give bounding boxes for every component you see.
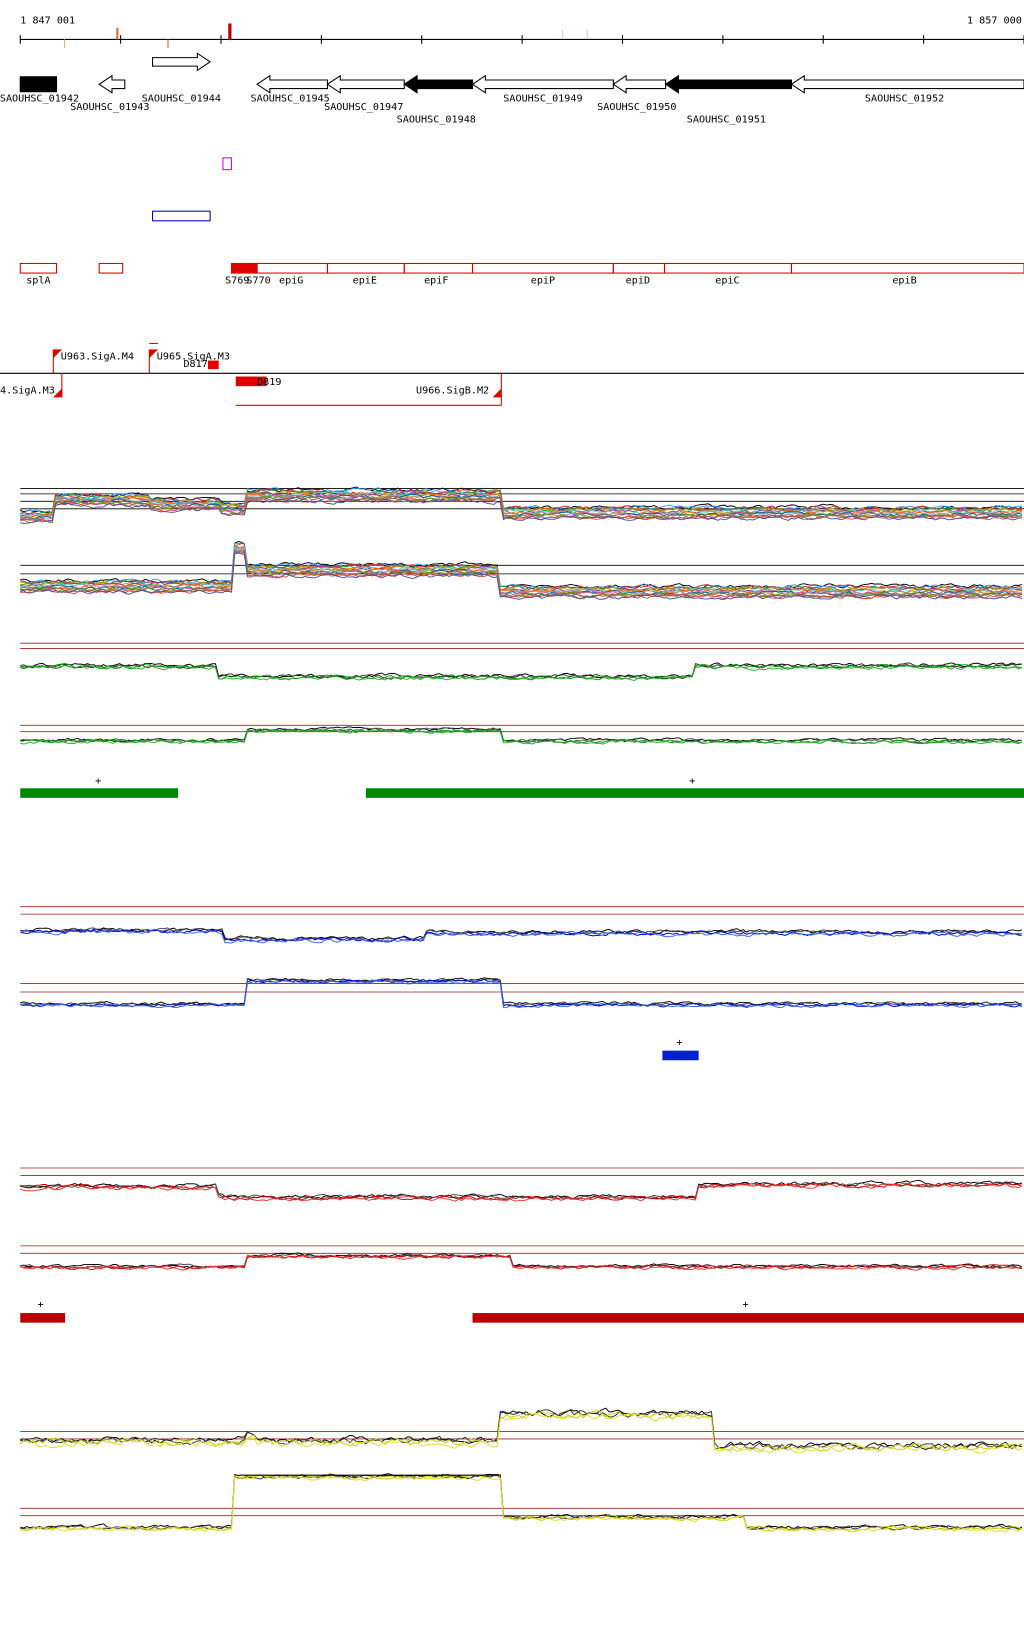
feature: [19, 262, 58, 274]
strand-mark: +: [676, 1037, 682, 1048]
feature-label: splA: [26, 276, 50, 287]
feature-label: S770: [246, 276, 270, 287]
transcript-label: U966.SigB.M2: [416, 386, 489, 397]
signal-line: [20, 662, 1022, 680]
gene: [256, 74, 328, 94]
gene-label: SAOUHSC_01943: [70, 102, 149, 113]
feature-label: epiC: [715, 276, 739, 287]
gene: [790, 74, 1024, 94]
marker: [64, 39, 66, 48]
feature-label: epiD: [626, 276, 650, 287]
signal-line: [20, 545, 1023, 594]
signal-line: [20, 548, 1022, 595]
signal-line: [20, 928, 1022, 943]
feature-label: epiG: [279, 276, 303, 287]
marker: [586, 29, 588, 39]
gene: [98, 74, 126, 94]
gene-label: SAOUHSC_01951: [687, 115, 766, 126]
tss-flag: [492, 373, 502, 406]
feature-box: [222, 157, 232, 171]
signal-line: [20, 1254, 1023, 1271]
signal-line: [20, 728, 1022, 745]
signal-line: [20, 552, 1023, 600]
gene: [152, 52, 212, 72]
strand-mark: +: [689, 776, 695, 787]
gene: [471, 74, 614, 94]
feature: [790, 262, 1024, 274]
gene: [664, 74, 792, 94]
signal-line: [20, 1182, 1023, 1202]
signal-line: [20, 496, 1022, 524]
region-bar: [20, 1313, 66, 1323]
terminator: [235, 376, 267, 387]
transcript-label: U963.SigA.M4: [61, 351, 134, 362]
transcript-label: U965.SigA.M3: [157, 351, 230, 362]
signal-line: [20, 1475, 1023, 1533]
terminator: [208, 360, 219, 370]
gene-label: SAOUHSC_01945: [251, 93, 330, 104]
gene: [403, 74, 474, 94]
axis-start: 1 847 001: [20, 15, 75, 26]
signal-line: [20, 498, 1022, 524]
gene: [326, 74, 405, 94]
gene: [612, 74, 667, 94]
strand-mark: +: [95, 776, 101, 787]
signal-line: [20, 1409, 1023, 1451]
signal-line: [20, 541, 1023, 590]
region-bar: [472, 1313, 1024, 1323]
transcript-label: D817: [183, 359, 207, 370]
signal-line: [20, 550, 1023, 597]
signal-line: [20, 977, 1022, 1007]
gene-label: SAOUHSC_01950: [597, 102, 676, 113]
signal-line: [20, 979, 1022, 1009]
tss-flag: [53, 373, 63, 398]
signal-line: [20, 663, 1023, 682]
feature: [98, 262, 124, 274]
feature-label: S769: [225, 276, 249, 287]
region-bar: [20, 788, 179, 798]
signal-line: [20, 1474, 1023, 1532]
marker: [228, 23, 232, 40]
marker: [562, 29, 564, 39]
gene-label: SAOUHSC_01947: [324, 102, 403, 113]
signal-line: [20, 542, 1023, 591]
gene-label: SAOUHSC_01942: [0, 93, 79, 104]
signal-line: [20, 929, 1022, 944]
signal-line: [20, 1412, 1023, 1454]
signal-line: [20, 1254, 1022, 1270]
feature-label: epiB: [892, 276, 916, 287]
feature-label: epiP: [531, 276, 555, 287]
gene: [19, 76, 58, 93]
strand-mark: +: [37, 1300, 43, 1311]
signal-line: [20, 550, 1022, 597]
feature-box: [152, 210, 211, 222]
gene-label: SAOUHSC_01949: [503, 93, 582, 104]
feature-label: epiE: [353, 276, 377, 287]
gene-label: SAOUHSC_01948: [397, 115, 476, 126]
region-bar: [365, 788, 1024, 798]
gene-label: SAOUHSC_01952: [865, 93, 944, 104]
feature-label: epiF: [424, 276, 448, 287]
tss-flag: [52, 349, 63, 374]
marker: [116, 27, 119, 40]
axis-end: 1 857 000: [967, 15, 1022, 26]
region-bar: [662, 1050, 699, 1061]
transcript-label: D819: [257, 377, 281, 388]
feature: [230, 262, 258, 274]
strand-mark: +: [743, 1300, 749, 1311]
tss-flag: [148, 349, 159, 374]
transcript-label: 4.SigA.M3: [0, 386, 55, 397]
marker: [167, 39, 169, 48]
signal-line: [20, 497, 1022, 522]
gene-label: SAOUHSC_01944: [142, 93, 221, 104]
signal-line: [20, 978, 1023, 1008]
